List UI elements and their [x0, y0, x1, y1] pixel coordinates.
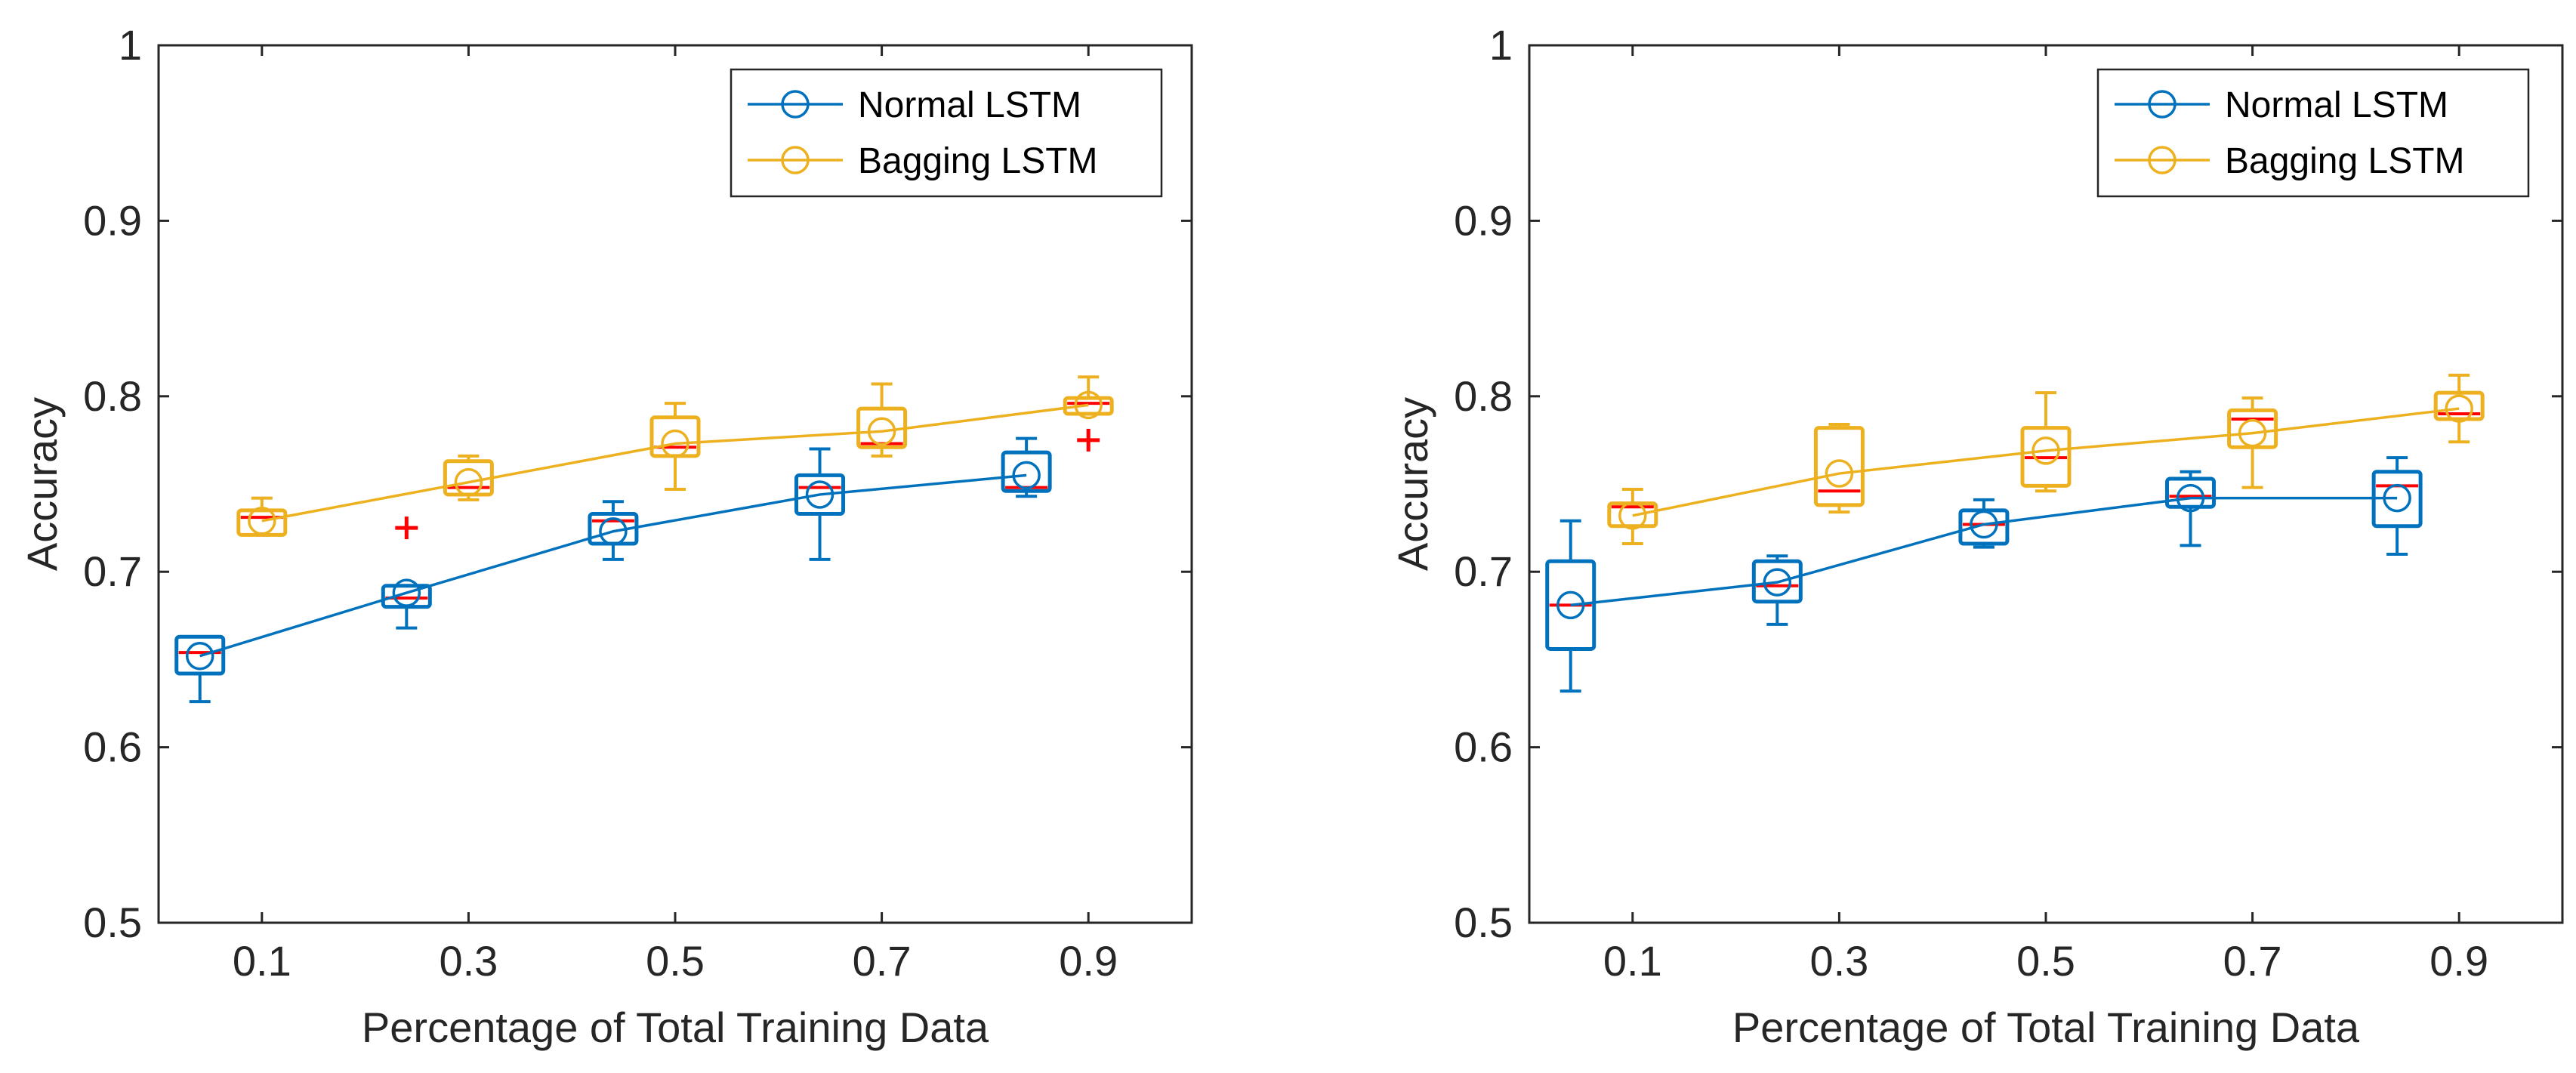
legend-marker [2148, 146, 2176, 174]
mean-point-normal [2176, 483, 2205, 513]
outlier-marker [1077, 428, 1100, 452]
mean-line-normal [199, 473, 1027, 658]
mean-line-bagging [261, 403, 1089, 523]
box-normal [174, 634, 226, 704]
legend-entry-bagging: Bagging LSTM [748, 141, 1098, 181]
y-axis-label: Accuracy [1389, 397, 1436, 571]
box-iqr [1813, 426, 1865, 507]
x-tick-label: 0.9 [2429, 937, 2488, 985]
mean-point-bagging [1618, 501, 1647, 530]
box-iqr [1751, 559, 1803, 604]
box-normal [381, 516, 432, 630]
mean-point-bagging [2445, 394, 2473, 423]
mean-point-normal [1556, 590, 1585, 620]
y-tick-label: 0.6 [83, 723, 142, 771]
mean-point-bagging [2031, 436, 2060, 465]
mean-point-normal [1763, 568, 1792, 597]
box-normal [2165, 470, 2217, 547]
y-tick-label: 0.9 [1454, 196, 1513, 244]
x-axis-label: Percentage of Total Training Data [362, 1004, 989, 1051]
mean-point-normal [599, 516, 628, 546]
box-iqr [2165, 476, 2217, 509]
mean-point-normal [185, 642, 214, 671]
chart-right: 0.5 0.6 0.7 0.8 0.9 1 0.1 0.3 0.5 0.7 0.9 Percentag… [1389, 21, 2564, 1051]
mean-point-bagging [661, 429, 690, 458]
y-tick-label: 0.7 [1454, 547, 1513, 595]
box-iqr [1545, 559, 1597, 651]
mean-point-bagging [867, 417, 896, 446]
box-bagging [2433, 373, 2485, 444]
y-tick-label: 0.8 [83, 372, 142, 420]
legend-box [2096, 68, 2530, 198]
y-tick-label: 1 [119, 21, 142, 69]
mean-point-normal [1970, 510, 1998, 539]
box-normal [1751, 554, 1803, 626]
mean-line-bagging [1632, 407, 2460, 517]
box-bagging [2020, 391, 2072, 493]
y-tick-label: 0.5 [83, 899, 142, 946]
legend-box [730, 68, 1163, 198]
x-tick-label: 0.9 [1059, 937, 1118, 985]
mean-point-bagging [454, 467, 483, 497]
x-tick-label: 0.7 [853, 937, 912, 985]
legend-label: Bagging LSTM [858, 141, 1098, 181]
box-iqr [174, 634, 226, 676]
legend-label: Normal LSTM [858, 85, 1081, 125]
legend: Normal LSTM Bagging LSTM [2096, 68, 2530, 198]
box-normal [588, 500, 639, 561]
y-tick-label: 0.5 [1454, 899, 1513, 946]
legend: Normal LSTM Bagging LSTM [730, 68, 1163, 198]
x-tick-label: 0.3 [439, 937, 498, 985]
box-bagging [1813, 422, 1865, 514]
chart-left: 0.5 0.6 0.7 0.8 0.9 1 0.1 0.3 0.5 0.7 0.9 Percentag… [18, 21, 1193, 1051]
legend-entry-normal: Normal LSTM [2115, 85, 2448, 125]
mean-point-normal [392, 578, 421, 607]
y-tick-label: 0.6 [1454, 723, 1513, 771]
y-tick-label: 0.9 [83, 196, 142, 244]
mean-line-normal [1570, 496, 2398, 607]
box-iqr [1063, 396, 1114, 416]
box-iqr [2433, 390, 2485, 421]
series-bagging [236, 375, 1114, 537]
series-normal [1545, 456, 2423, 693]
x-tick-label: 0.5 [2016, 937, 2075, 985]
legend-marker [781, 90, 810, 119]
x-tick-label: 0.7 [2223, 937, 2282, 985]
box-iqr [2020, 426, 2072, 488]
legend-label: Bagging LSTM [2225, 141, 2465, 181]
outlier-marker [395, 516, 418, 540]
box-normal [794, 447, 846, 561]
y-axis-label: Accuracy [18, 397, 66, 571]
mean-point-normal [1012, 461, 1041, 490]
y-tick-label: 0.8 [1454, 372, 1513, 420]
x-tick-label: 0.1 [1603, 937, 1662, 985]
mean-point-normal [805, 480, 835, 509]
series-normal [174, 436, 1052, 704]
box-iqr [1001, 450, 1052, 493]
mean-point-bagging [1825, 459, 1854, 488]
y-tick-label: 0.7 [83, 547, 142, 595]
legend-marker [2148, 90, 2176, 119]
mean-point-bagging [248, 507, 276, 535]
x-tick-label: 0.3 [1809, 937, 1868, 985]
legend-entry-normal: Normal LSTM [748, 85, 1081, 125]
legend-label: Normal LSTM [2225, 85, 2448, 125]
legend-entry-bagging: Bagging LSTM [2115, 141, 2465, 181]
x-tick-label: 0.5 [646, 937, 705, 985]
x-tick-label: 0.1 [233, 937, 292, 985]
legend-marker [781, 146, 810, 174]
series-bagging [1607, 373, 2485, 546]
mean-point-bagging [2238, 418, 2267, 448]
y-tick-label: 1 [1489, 21, 1513, 69]
x-axis-label: Percentage of Total Training Data [1732, 1004, 2360, 1051]
box-bagging [1063, 375, 1114, 452]
mean-point-bagging [1074, 390, 1103, 420]
mean-point-normal [2383, 483, 2411, 513]
box-iqr [794, 473, 846, 516]
